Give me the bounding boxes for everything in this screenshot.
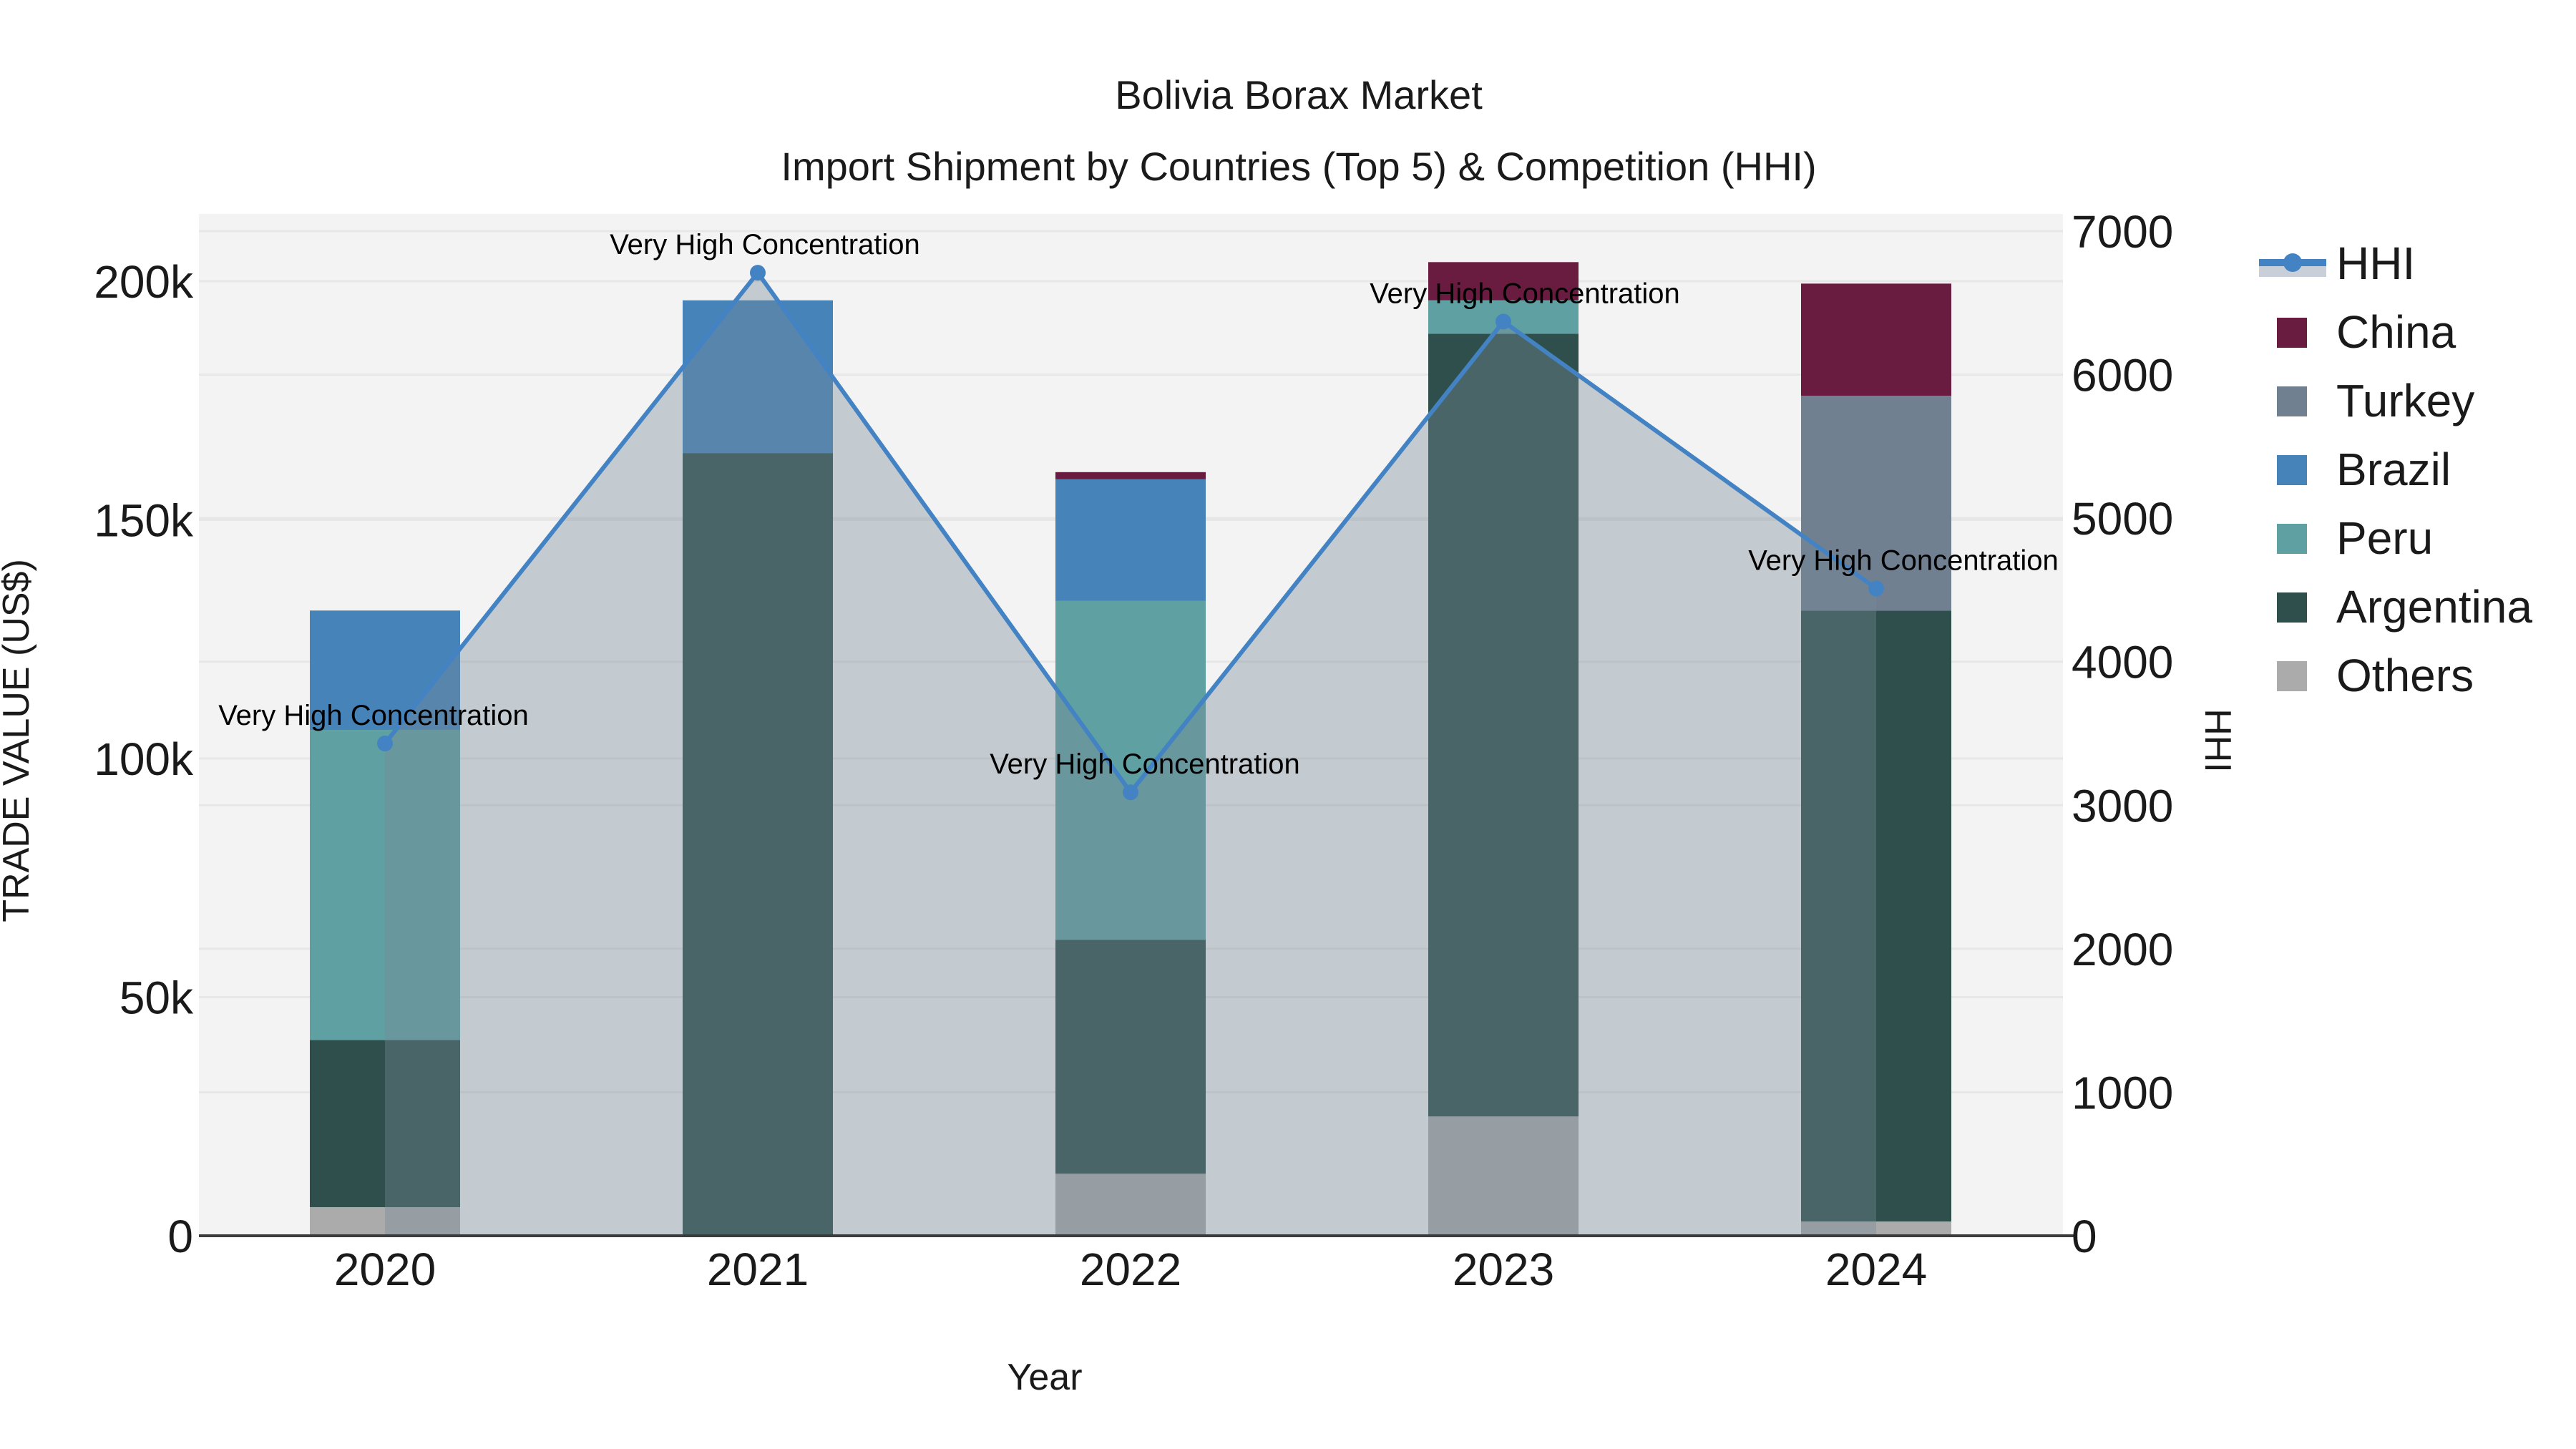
hhi-marker-2020[interactable] [377, 736, 393, 752]
annotation-very-high-concentration-2021: Very High Concentration [610, 229, 920, 260]
bar-others-2023[interactable] [1428, 1116, 1579, 1236]
bar-argentina-2023[interactable] [1428, 333, 1579, 1117]
legend-item-china[interactable]: China [2277, 306, 2457, 358]
bar-peru-2020[interactable] [310, 729, 460, 1040]
y-right-tick-3000: 3000 [2072, 780, 2173, 831]
bar-brazil-2020[interactable] [310, 610, 460, 730]
y-left-tick-0: 0 [167, 1211, 193, 1262]
y-right-tick-2000: 2000 [2072, 924, 2173, 975]
bar-peru-2022[interactable] [1055, 600, 1206, 940]
hhi-area-fill[interactable] [385, 273, 1876, 1236]
y-right-tick-6000: 6000 [2072, 350, 2173, 401]
hhi-marker-2022[interactable] [1123, 784, 1138, 801]
bar-brazil-2022[interactable] [1055, 479, 1206, 601]
annotations: Very High Concentration Very High Concent… [218, 229, 2059, 780]
y-right-tick-5000: 5000 [2072, 493, 2173, 545]
legend-label-turkey: Turkey [2336, 375, 2474, 426]
legend-item-others[interactable]: Others [2277, 650, 2474, 701]
x-tick-2023: 2023 [1453, 1244, 1554, 1295]
legend-item-peru[interactable]: Peru [2277, 512, 2433, 564]
bar-turkey-2024[interactable] [1801, 396, 1951, 611]
legend-label-brazil: Brazil [2336, 444, 2451, 495]
legend-swatch-peru [2277, 524, 2307, 554]
annotation-very-high-concentration-2024: Very High Concentration [1748, 545, 2059, 576]
chart-title-line2: Import Shipment by Countries (Top 5) & C… [781, 144, 1816, 189]
annotation-very-high-concentration-2023: Very High Concentration [1370, 278, 1680, 309]
annotation-very-high-concentration-2020: Very High Concentration [218, 700, 529, 731]
legend-swatch-others [2277, 661, 2307, 691]
hhi-marker-2021[interactable] [750, 265, 766, 281]
bar-others-2024[interactable] [1801, 1221, 1951, 1236]
bar-brazil-2021[interactable] [683, 300, 833, 454]
bar-others-2022[interactable] [1055, 1174, 1206, 1236]
legend-label-others: Others [2336, 650, 2474, 701]
bar-others-2020[interactable] [310, 1206, 460, 1236]
x-tick-2020: 2020 [334, 1244, 436, 1295]
y-right-tick-0: 0 [2072, 1211, 2097, 1262]
chart-title-line1: Bolivia Borax Market [1115, 72, 1483, 117]
legend-item-hhi[interactable]: HHI [2259, 238, 2415, 289]
y-left-tick-50k: 50k [119, 972, 194, 1024]
legend: HHI China Turkey Brazil Peru Argentina Others [2259, 238, 2532, 701]
bar-argentina-2024[interactable] [1801, 610, 1951, 1221]
x-tick-2021: 2021 [707, 1244, 809, 1295]
legend-swatch-brazil [2277, 455, 2307, 485]
y-right-axis-title: HHI [2197, 708, 2238, 773]
x-tick-2024: 2024 [1825, 1244, 1927, 1295]
stacked-bars [310, 262, 1951, 1236]
y-left-tick-200k: 200k [94, 256, 194, 308]
hhi-marker-2023[interactable] [1496, 313, 1511, 330]
legend-item-turkey[interactable]: Turkey [2277, 375, 2474, 426]
legend-label-peru: Peru [2336, 512, 2433, 564]
y-right-tick-4000: 4000 [2072, 637, 2173, 688]
x-tick-2022: 2022 [1080, 1244, 1181, 1295]
legend-swatch-argentina [2277, 592, 2307, 623]
y-left-tick-100k: 100k [94, 733, 194, 785]
legend-swatch-turkey [2277, 386, 2307, 416]
bar-china-2023[interactable] [1428, 262, 1579, 301]
legend-label-china: China [2336, 306, 2457, 358]
axis-ticks: 0 50k 100k 150k 200k 0 1000 2000 3000 4000 5000 600… [94, 206, 2173, 1295]
bar-china-2024[interactable] [1801, 283, 1951, 396]
hhi-line-layer [377, 265, 1884, 801]
x-axis-title: Year [1007, 1357, 1082, 1398]
legend-hhi-marker-sample [2283, 253, 2302, 272]
hhi-marker-2024[interactable] [1868, 580, 1884, 597]
y-left-tick-150k: 150k [94, 495, 194, 547]
legend-item-argentina[interactable]: Argentina [2277, 581, 2532, 633]
bar-argentina-2021[interactable] [683, 453, 833, 1236]
legend-label-argentina: Argentina [2336, 581, 2532, 633]
annotation-very-high-concentration-2022: Very High Concentration [990, 748, 1300, 780]
legend-label-hhi: HHI [2336, 238, 2415, 289]
legend-item-brazil[interactable]: Brazil [2277, 444, 2451, 495]
y-right-tick-1000: 1000 [2072, 1067, 2173, 1118]
bar-china-2022[interactable] [1055, 472, 1206, 479]
y-right-tick-7000: 7000 [2072, 206, 2173, 258]
bar-argentina-2022[interactable] [1055, 940, 1206, 1174]
bar-argentina-2020[interactable] [310, 1040, 460, 1207]
legend-swatch-china [2277, 318, 2307, 348]
hhi-area [385, 273, 1876, 1236]
y-left-axis-title: TRADE VALUE (US$) [0, 559, 37, 922]
